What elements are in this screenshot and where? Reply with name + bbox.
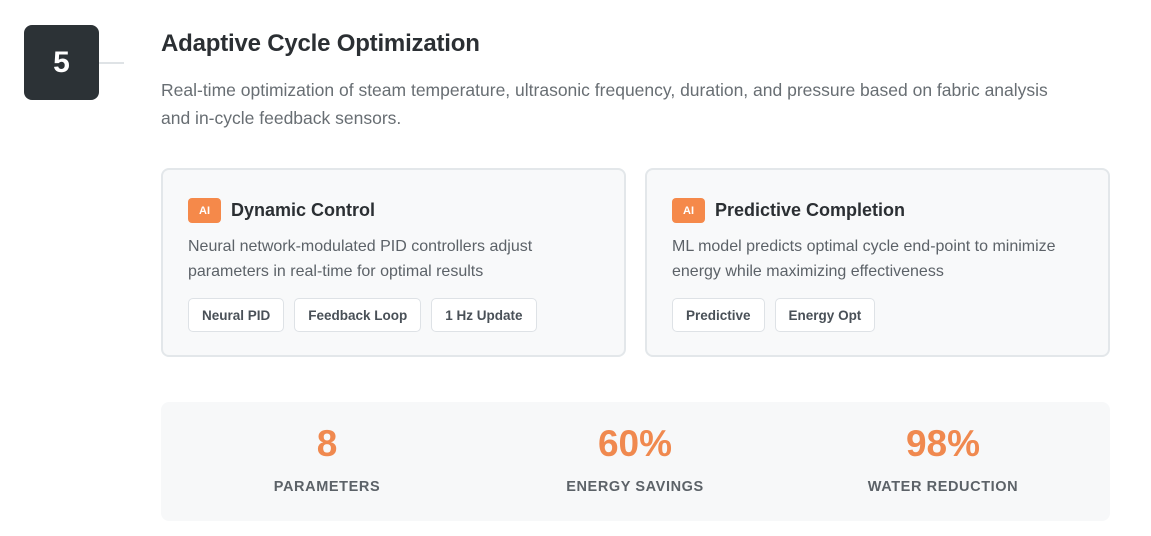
stat-value: 8 bbox=[316, 423, 338, 464]
card-title: Dynamic Control bbox=[231, 200, 376, 220]
tag-list: Predictive Energy Opt bbox=[672, 298, 876, 332]
stat-energy-savings: 60% ENERGY SAVINGS bbox=[515, 402, 755, 495]
section-description: Real-time optimization of steam temperat… bbox=[161, 80, 1048, 128]
tag-feedback-loop: Feedback Loop bbox=[294, 298, 422, 332]
step-connector-line bbox=[99, 62, 124, 64]
tag-neural-pid: Neural PID bbox=[188, 298, 285, 332]
stat-value: 98% bbox=[905, 423, 981, 464]
card-description: ML model predicts optimal cycle end-poin… bbox=[672, 238, 1056, 280]
stat-label: ENERGY SAVINGS bbox=[566, 479, 704, 495]
dynamic-control-card: AI Dynamic Control Neural network-modula… bbox=[161, 168, 626, 357]
tag-energy-opt: Energy Opt bbox=[774, 298, 876, 332]
stats-panel: 8 PARAMETERS 60% ENERGY SAVINGS 98% WATE… bbox=[161, 402, 1110, 521]
stat-label: WATER REDUCTION bbox=[867, 479, 1019, 495]
card-header: AI Dynamic Control bbox=[188, 198, 375, 223]
stat-water-reduction: 98% WATER REDUCTION bbox=[823, 402, 1063, 495]
card-description: Neural network-modulated PID controllers… bbox=[188, 238, 533, 280]
ai-badge: AI bbox=[188, 198, 221, 223]
section-title: Adaptive Cycle Optimization bbox=[161, 30, 480, 57]
stat-label: PARAMETERS bbox=[273, 479, 381, 495]
tag-update-rate: 1 Hz Update bbox=[431, 298, 537, 332]
stat-value: 60% bbox=[597, 423, 673, 464]
stat-parameters: 8 PARAMETERS bbox=[207, 402, 447, 495]
card-title: Predictive Completion bbox=[715, 200, 906, 220]
ai-badge: AI bbox=[672, 198, 705, 223]
predictive-completion-card: AI Predictive Completion ML model predic… bbox=[645, 168, 1110, 357]
tag-predictive: Predictive bbox=[672, 298, 765, 332]
card-header: AI Predictive Completion bbox=[672, 198, 905, 223]
tag-list: Neural PID Feedback Loop 1 Hz Update bbox=[188, 298, 537, 332]
step-number-badge: 5 bbox=[24, 25, 99, 100]
